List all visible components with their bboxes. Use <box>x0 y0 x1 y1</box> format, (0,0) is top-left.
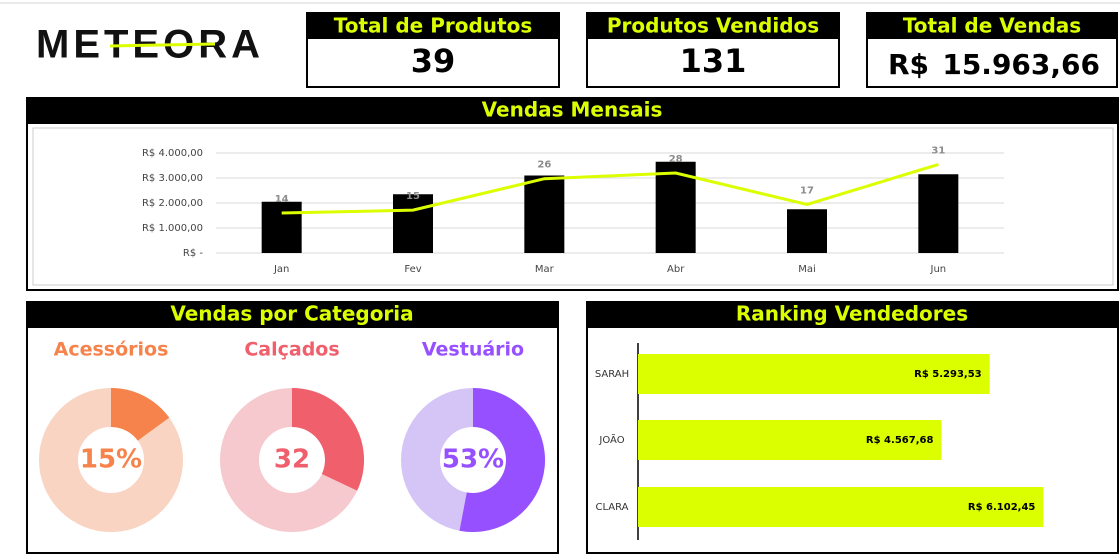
kpi-value: 131 <box>680 42 747 80</box>
kpi-header <box>307 13 559 39</box>
data-label: 17 <box>800 185 814 196</box>
y-tick-label: R$ 1.000,00 <box>142 223 203 234</box>
x-tick-label: Abr <box>667 264 685 275</box>
kpi-value: 39 <box>411 42 456 80</box>
data-label: R$ 6.102,45 <box>968 502 1036 513</box>
donut-slice <box>459 388 545 532</box>
x-tick-label: Mar <box>535 264 555 275</box>
kpi-header <box>867 13 1117 39</box>
kpi: Produtos Vendidos 131 <box>586 12 840 88</box>
x-tick-label: Jan <box>273 264 289 275</box>
panel-header <box>27 302 558 328</box>
data-label: 31 <box>931 145 945 156</box>
bar <box>638 420 942 460</box>
y-tick-label: R$ 4.000,00 <box>142 148 203 159</box>
bar <box>261 201 302 253</box>
kpi-title: Total de Produtos <box>334 14 532 38</box>
y-tick-label: JOÃO <box>598 433 624 446</box>
category-label: Vestuário <box>422 339 524 361</box>
data-label: 28 <box>669 154 683 165</box>
category-label: Acessórios <box>54 339 169 361</box>
x-tick-label: Fev <box>404 264 421 275</box>
data-label: 15 <box>406 191 420 202</box>
panel-header <box>587 302 1118 328</box>
data-label: R$ 4.567,68 <box>866 435 934 446</box>
bar <box>524 175 565 253</box>
bar <box>638 354 990 394</box>
category-label: Calçados <box>244 339 339 361</box>
y-tick-label: SARAH <box>595 369 629 380</box>
y-tick-label: R$ 3.000,00 <box>142 173 203 184</box>
donut-slice <box>292 388 365 491</box>
bar <box>393 194 433 253</box>
y-tick-label: CLARA <box>595 502 628 513</box>
panel-title: Vendas Mensais <box>482 98 663 122</box>
donut-slice <box>111 388 170 441</box>
kpi-currency: R$ <box>888 48 929 81</box>
line <box>281 162 939 215</box>
data-label: 14 <box>275 194 289 205</box>
data-label: 53% <box>442 445 504 475</box>
panel-header <box>27 98 1118 124</box>
kpi: Total de Produtos 39 <box>306 12 560 88</box>
kpi-title: Produtos Vendidos <box>607 14 819 38</box>
data-label: R$ 5.293,53 <box>914 369 982 380</box>
data-label: 26 <box>537 160 551 171</box>
panel-title: Vendas por Categoria <box>170 302 413 326</box>
y-tick-label: R$ - <box>183 248 203 259</box>
kpi: Total de Vendas R$ 15.963,66 <box>866 12 1118 88</box>
panel-title: Ranking Vendedores <box>736 302 968 326</box>
kpi-value: 15.963,66 <box>942 48 1100 81</box>
chart-frame <box>32 127 1114 286</box>
bar <box>918 174 959 253</box>
x-tick-label: Jun <box>930 264 947 275</box>
bar <box>638 487 1044 527</box>
y-tick-label: R$ 2.000,00 <box>142 198 203 209</box>
kpi-title: Total de Vendas <box>903 14 1081 38</box>
x-tick-label: Mai <box>798 264 816 275</box>
kpi-header <box>587 13 839 39</box>
data-label: 15% <box>80 445 142 475</box>
logo-accent <box>109 42 216 48</box>
data-label: 32 <box>274 445 310 475</box>
bar <box>787 209 827 253</box>
